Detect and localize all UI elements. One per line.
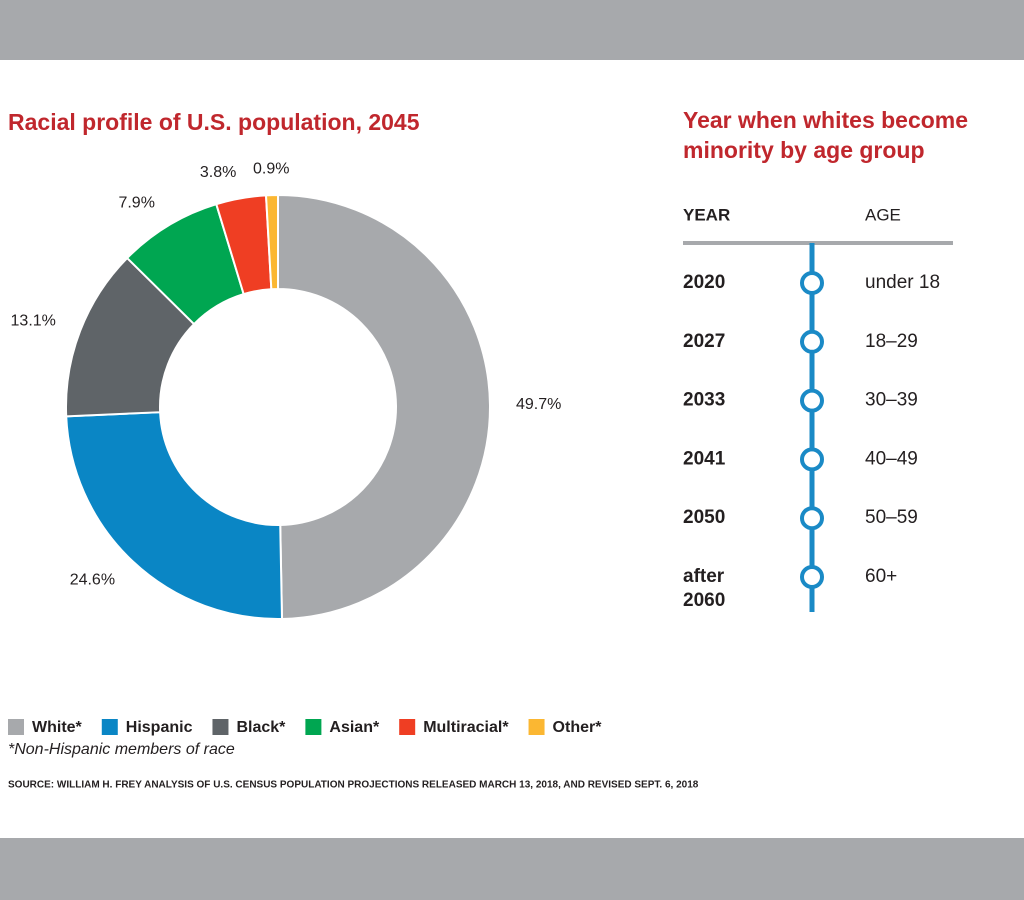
legend-label: White* <box>32 719 83 736</box>
legend-label: Asian* <box>329 719 380 736</box>
timeline-node <box>800 447 824 472</box>
year: 2041 <box>683 448 726 469</box>
source: SOURCE: WILLIAM H. FREY ANALYSIS OF U.S.… <box>8 780 699 791</box>
age: 18–29 <box>865 331 918 352</box>
column-header: YEAR <box>683 205 730 224</box>
timeline-title: Year when whites become <box>683 107 968 133</box>
age: 60+ <box>865 566 897 587</box>
age: under 18 <box>865 272 940 293</box>
top-band <box>0 0 1024 60</box>
age: 30–39 <box>865 390 918 411</box>
legend-label: Black* <box>236 719 286 736</box>
legend-label: Other* <box>553 719 603 736</box>
column-header: AGE <box>865 205 901 224</box>
timeline-node <box>800 506 824 531</box>
legend-swatch <box>399 719 416 735</box>
data-label: 13.1% <box>11 313 56 330</box>
legend-swatch <box>101 719 118 735</box>
data-label: 3.8% <box>200 164 236 181</box>
age: 40–49 <box>865 448 918 469</box>
footnote: *Non-Hispanic members of race <box>8 741 235 758</box>
legend-label: Multiracial* <box>423 719 509 736</box>
bottom-band <box>0 838 1024 900</box>
legend-swatch <box>305 719 322 735</box>
chart-title: Racial profile of U.S. population, 2045 <box>8 109 420 135</box>
year: 2060 <box>683 590 725 611</box>
age: 50–59 <box>865 507 918 528</box>
timeline-node <box>800 271 824 295</box>
donut-segment <box>65 411 284 620</box>
donut-segment <box>264 193 279 291</box>
legend-swatch <box>212 719 229 735</box>
legend-swatch <box>8 719 24 735</box>
legend-swatch <box>528 719 545 735</box>
timeline-node <box>800 388 824 413</box>
year: after <box>683 566 725 587</box>
timeline-title: minority by age group <box>683 137 925 163</box>
timeline-node <box>800 565 824 589</box>
data-label: 0.9% <box>253 160 289 177</box>
year: 2050 <box>683 507 725 528</box>
data-label: 49.7% <box>516 396 561 413</box>
legend-label: Hispanic <box>126 719 193 736</box>
timeline-node <box>800 329 824 354</box>
donut-segment <box>277 193 491 620</box>
year: 2027 <box>683 331 725 352</box>
year: 2033 <box>683 390 725 411</box>
data-label: 7.9% <box>118 195 154 212</box>
year: 2020 <box>683 272 725 293</box>
data-label: 24.6% <box>70 572 115 589</box>
